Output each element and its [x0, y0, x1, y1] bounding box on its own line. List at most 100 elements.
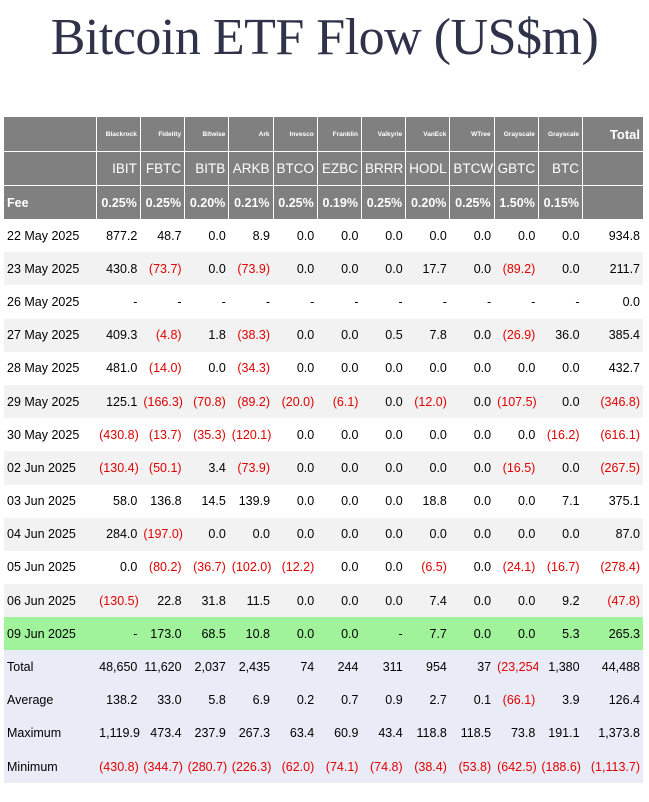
flow-cell: 0.0: [119, 560, 138, 575]
flow-cell: 0.0: [385, 361, 403, 376]
summary-label: Minimum: [4, 750, 97, 784]
flow-cell: 173.0: [140, 617, 185, 651]
total-cell: (616.1): [600, 427, 640, 442]
issuer-label: Grayscale: [537, 117, 583, 152]
summary-label: Maximum: [4, 716, 97, 750]
summary-cell: 0.2: [273, 683, 318, 717]
summary-cell: (642.5): [494, 750, 539, 784]
summary-cell: 244: [317, 650, 362, 684]
ticker-label: ARKB: [228, 151, 274, 186]
date-cell: 22 May 2025: [7, 228, 80, 243]
flow-cell: 0.0: [361, 584, 406, 618]
flow-cell: 0.0: [385, 494, 403, 509]
total-cell: 375.1: [608, 494, 640, 509]
total-cell: 934.8: [608, 228, 640, 243]
flow-cell: 0.0: [538, 252, 583, 286]
flow-cell: 22.8: [140, 584, 185, 618]
issuer-label: Bitwise: [184, 117, 229, 152]
flow-cell: 0.0: [538, 451, 583, 485]
flow-cell: (24.1): [502, 560, 536, 575]
flow-cell: -: [177, 294, 182, 309]
flow-cell: 0.0: [361, 384, 406, 419]
issuer-label: Blackrock: [95, 117, 141, 152]
summary-label: Total: [4, 650, 97, 684]
flow-cell: 877.2: [106, 228, 138, 243]
summary-cell: 73.8: [494, 716, 539, 750]
flow-cell: -: [442, 294, 447, 309]
flow-cell: 10.8: [228, 617, 274, 651]
flow-cell: 0.0: [273, 252, 318, 286]
flow-cell: 0.0: [517, 361, 536, 376]
flow-cell: (89.2): [494, 252, 539, 286]
total-cell: 385.4: [582, 318, 643, 352]
table-row: 05 Jun 2025 0.0 (80.2) (36.7) (102.0) (12.2) 0…: [4, 551, 643, 584]
issuer-label: WTree: [449, 117, 495, 152]
summary-cell: 5.8: [184, 683, 229, 717]
table-row: 23 May 2025 430.8 (73.7) 0.0 (73.9) 0.0 0.0 0.0…: [4, 252, 643, 286]
ticker-label: BRRR: [360, 151, 406, 186]
flow-cell: 68.5: [184, 617, 229, 651]
flow-cell: 0.0: [473, 361, 492, 376]
table-row: 28 May 2025 481.0 (14.0) 0.0 (34.3) 0.0 0.0 0.0…: [4, 352, 643, 385]
ticker-label: IBIT: [95, 151, 141, 186]
table-row: 30 May 2025 (430.8) (13.7) (35.3) (120.1) 0.0…: [4, 418, 643, 451]
table-row: 29 May 2025 125.1 (166.3) (70.8) (89.2) (20.0…: [4, 384, 643, 419]
flow-cell: (107.5): [494, 384, 539, 419]
total-cell: (346.8): [582, 384, 643, 419]
flow-cell: 0.0: [429, 361, 447, 376]
summary-cell: 48,650: [96, 650, 141, 684]
flow-cell: 0.0: [317, 584, 362, 618]
header-blank: [582, 185, 643, 219]
ticker-label: EZBC: [316, 151, 362, 186]
table-row: 26 May 2025 - - - - - - - - - - - 0.0: [4, 285, 643, 318]
summary-row: Average 138.2 33.0 5.8 6.9 0.2 0.7 0.9 2.7 0.1 (66…: [4, 683, 643, 717]
header-blank: [582, 151, 643, 186]
flow-cell: 0.0: [494, 517, 539, 551]
flow-cell: 0.0: [429, 427, 447, 442]
summary-cell: 118.8: [405, 716, 450, 750]
flow-cell: 11.5: [228, 584, 274, 618]
flow-cell: (50.1): [140, 451, 185, 485]
summary-cell: 2.7: [405, 683, 450, 717]
flow-cell: 0.0: [449, 318, 495, 352]
flow-cell: (73.7): [140, 252, 185, 286]
flow-cell: 58.0: [113, 494, 138, 509]
flow-cell: 0.0: [317, 318, 362, 352]
flow-cell: 0.0: [405, 451, 450, 485]
flow-cell: 0.0: [296, 494, 315, 509]
summary-cell: 1,380: [538, 650, 583, 684]
summary-total-cell: (1,113.7): [582, 750, 643, 784]
fee-value: 0.20%: [184, 185, 229, 219]
fee-value: 0.25%: [272, 185, 318, 219]
flow-cell: (16.7): [546, 560, 580, 575]
ticker-label: BITB: [184, 151, 229, 186]
flow-cell: 7.7: [405, 617, 450, 651]
issuer-label: Fidelity: [139, 117, 185, 152]
flow-cell: 430.8: [96, 252, 141, 286]
flow-cell: 0.0: [273, 617, 318, 651]
flow-cell: 0.0: [317, 517, 362, 551]
flow-cell: -: [361, 617, 406, 651]
flow-cell: 17.7: [405, 252, 450, 286]
total-header: Total: [582, 117, 643, 152]
flow-cell: 7.8: [405, 318, 450, 352]
flow-cell: 0.0: [517, 494, 536, 509]
flow-cell: 0.0: [184, 252, 229, 286]
flow-cell: 0.0: [449, 384, 495, 419]
summary-cell: 311: [361, 650, 406, 684]
summary-cell: (280.7): [184, 750, 229, 784]
summary-cell: 11,620: [140, 650, 185, 684]
issuer-label: Grayscale: [493, 117, 539, 152]
date-cell: 09 Jun 2025: [4, 617, 97, 651]
fee-value: 0.25%: [95, 185, 141, 219]
table-row: 09 Jun 2025-173.0 68.5 10.8 0.0 0.0-7.7 0.0 0.…: [4, 617, 643, 651]
flow-cell: 0.0: [562, 361, 580, 376]
summary-label: Average: [4, 683, 97, 717]
ticker-label: GBTC: [493, 151, 539, 186]
date-cell: 04 Jun 2025: [4, 517, 97, 551]
summary-cell: 0.1: [449, 683, 495, 717]
flow-cell: 0.0: [517, 427, 536, 442]
etf-flow-table: Blackrock Fidelity Bitwise Ark Invesco Frankl…: [4, 117, 643, 784]
flow-cell: 31.8: [184, 584, 229, 618]
flow-cell: (14.0): [148, 361, 182, 376]
